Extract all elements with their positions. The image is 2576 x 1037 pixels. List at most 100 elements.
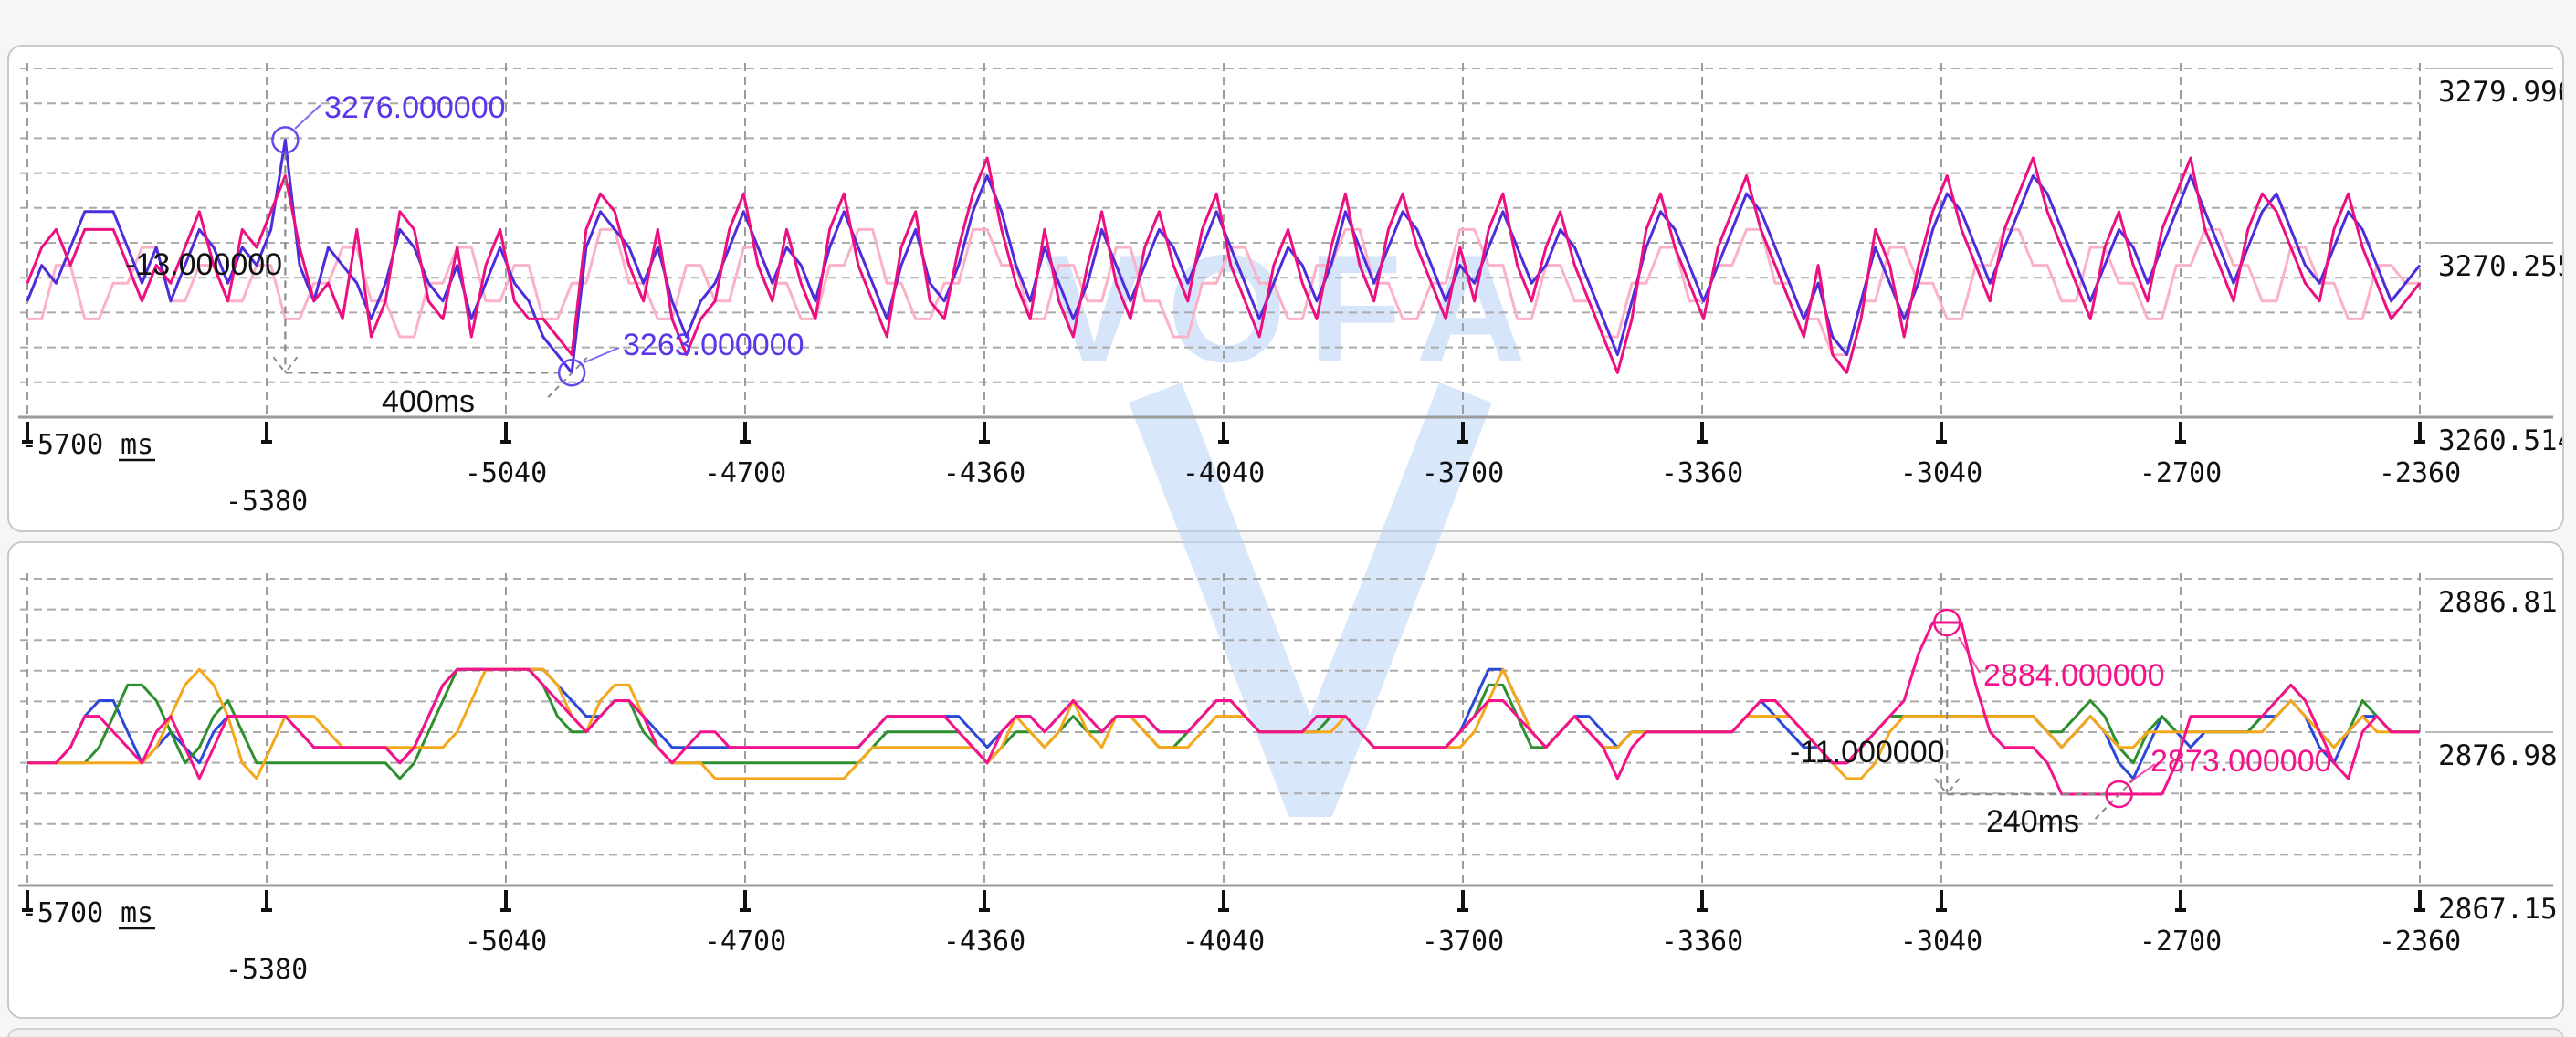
- annotation-label: -13.000000: [125, 247, 282, 282]
- cursor-point-min: [2105, 780, 2133, 809]
- x-tick-mark: [740, 440, 751, 444]
- x-tick-mark: [1700, 890, 1704, 910]
- x-tick-label: -3360: [1661, 457, 1743, 489]
- x-tick-label: -4360: [943, 926, 1025, 958]
- x-tick-mark: [1936, 440, 1947, 444]
- y-axis-label: 2886.81: [2438, 586, 2558, 619]
- x-tick-label: -5380: [226, 486, 308, 518]
- cursor-point-max: [1933, 608, 1961, 637]
- y-axis-label: 2867.15: [2438, 893, 2558, 926]
- cursor-point-max: [271, 126, 300, 154]
- trace-crimson: [26, 156, 2422, 374]
- x-tick-mark: [504, 890, 508, 910]
- x-tick-mark: [1218, 440, 1229, 444]
- x-tick-label: -2700: [2140, 926, 2222, 958]
- x-tick-mark: [1936, 908, 1947, 912]
- x-tick-label: -4040: [1183, 457, 1265, 489]
- x-tick-mark: [1457, 908, 1468, 912]
- x-tick-mark: [2175, 440, 2186, 444]
- annotation-leader: [584, 347, 620, 363]
- annotation-label: 240ms: [1986, 804, 2079, 839]
- annotation-label: 2884.000000: [1983, 658, 2165, 693]
- x-tick-mark: [979, 440, 990, 444]
- x-tick-mark: [979, 908, 990, 912]
- x-tick-mark: [500, 908, 511, 912]
- x-tick-mark: [1940, 422, 1943, 442]
- top-plot-card: -5700 -5380 -5040 -4700 -4360 -4040 -3700 -3360…: [7, 45, 2564, 532]
- annotation-label: 3263.000000: [623, 328, 804, 362]
- x-tick-mark: [1218, 908, 1229, 912]
- x-tick-label: -5040: [465, 926, 547, 958]
- x-tick-mark: [261, 440, 272, 444]
- x-tick-mark: [1222, 890, 1225, 910]
- x-axis-unit: ms: [121, 897, 153, 929]
- top-chart[interactable]: -5700 -5380 -5040 -4700 -4360 -4040 -3700 -3360…: [9, 47, 2562, 530]
- x-tick-mark: [26, 422, 29, 442]
- x-tick-mark: [2179, 890, 2182, 910]
- annotation-leader: [1958, 636, 1981, 674]
- x-tick-label: -4700: [704, 457, 786, 489]
- y-axis-label: 3270.255: [2438, 250, 2562, 283]
- cursor-point-min: [557, 359, 586, 387]
- x-tick-label: -5380: [226, 954, 308, 986]
- x-tick-label: -5040: [465, 457, 547, 489]
- x-tick-mark: [265, 422, 268, 442]
- x-tick-mark: [743, 890, 747, 910]
- x-tick-mark: [2179, 422, 2182, 442]
- x-tick-mark: [2418, 422, 2422, 442]
- x-tick-mark: [2414, 908, 2425, 912]
- x-tick-mark: [2414, 440, 2425, 444]
- x-tick-label: -3700: [1422, 926, 1504, 958]
- x-tick-mark: [22, 908, 33, 912]
- x-tick-mark: [983, 890, 986, 910]
- y-axis-label: 3279.996: [2438, 76, 2562, 109]
- x-tick-label: -3700: [1422, 457, 1504, 489]
- x-tick-mark: [22, 440, 33, 444]
- bottom-chart[interactable]: -5700 -5380 -5040 -4700 -4360 -4040 -3700 -3360…: [9, 543, 2562, 1017]
- measure-arrowhead: [1946, 778, 1961, 795]
- annotation-label: 400ms: [382, 384, 475, 419]
- x-tick-label: -3360: [1661, 926, 1743, 958]
- annotation-label: 2873.000000: [2150, 744, 2332, 779]
- x-tick-mark: [500, 440, 511, 444]
- x-tick-mark: [26, 890, 29, 910]
- x-tick-mark: [1700, 422, 1704, 442]
- x-tick-mark: [1697, 908, 1708, 912]
- x-tick-mark: [740, 908, 751, 912]
- x-tick-label: -2700: [2140, 457, 2222, 489]
- measure-arrowhead: [1934, 778, 1949, 795]
- x-tick-mark: [1457, 440, 1468, 444]
- x-tick-label: -5700: [21, 429, 103, 461]
- x-tick-mark: [743, 422, 747, 442]
- x-tick-label: -4040: [1183, 926, 1265, 958]
- y-axis-label: 2876.98: [2438, 739, 2558, 772]
- annotation-label: 3276.000000: [324, 90, 506, 125]
- x-tick-label: -2360: [2379, 926, 2461, 958]
- bottom-plot-card: -5700 -5380 -5040 -4700 -4360 -4040 -3700 -3360…: [7, 541, 2564, 1019]
- x-tick-label: -4700: [704, 926, 786, 958]
- x-tick-label: -3040: [1900, 926, 1982, 958]
- annotation-leader: [294, 104, 321, 130]
- x-tick-mark: [1940, 890, 1943, 910]
- x-tick-mark: [261, 908, 272, 912]
- next-card-edge: [7, 1028, 2564, 1037]
- measure-arrowhead: [272, 356, 287, 373]
- x-axis-unit: ms: [121, 429, 153, 461]
- x-tick-mark: [1697, 440, 1708, 444]
- x-tick-label: -3040: [1900, 457, 1982, 489]
- x-tick-mark: [504, 422, 508, 442]
- x-tick-mark: [2175, 908, 2186, 912]
- x-tick-mark: [983, 422, 986, 442]
- x-tick-mark: [2418, 890, 2422, 910]
- measure-arrowhead: [284, 356, 299, 373]
- y-axis-label: 3260.514: [2438, 424, 2562, 457]
- x-tick-mark: [1461, 890, 1465, 910]
- x-tick-mark: [1222, 422, 1225, 442]
- x-tick-mark: [265, 890, 268, 910]
- x-tick-label: -2360: [2379, 457, 2461, 489]
- annotation-label: -11.000000: [1790, 735, 1945, 770]
- annotation-leader: [2129, 763, 2156, 783]
- x-tick-label: -5700: [21, 897, 103, 929]
- x-tick-label: -4360: [943, 457, 1025, 489]
